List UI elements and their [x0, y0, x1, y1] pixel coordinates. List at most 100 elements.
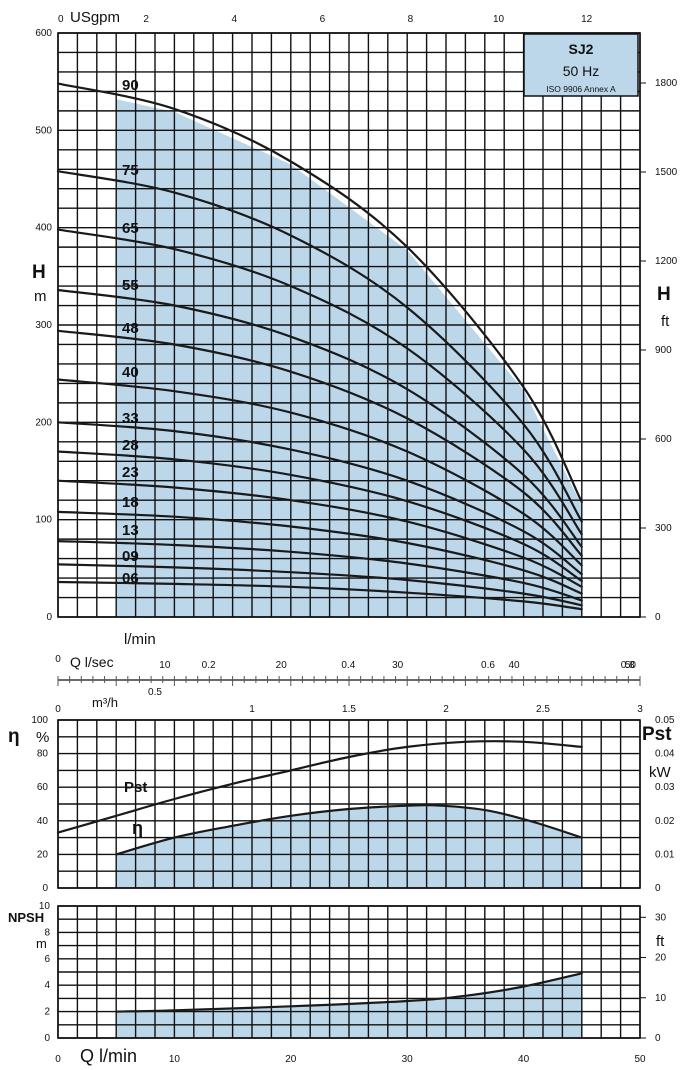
curve-efficiency	[115, 804, 583, 856]
m3h-tick: 0.5	[148, 687, 162, 698]
head-curve-40	[56, 378, 583, 567]
lmin-label: l/min	[124, 631, 156, 648]
npsh-ytick-right: 20	[655, 953, 667, 964]
npsh-ylabel: NPSH	[8, 910, 44, 925]
npsh-ytick-right: 10	[655, 993, 667, 1004]
title-model: SJ2	[569, 41, 594, 57]
efficiency-ytick: 100	[31, 715, 48, 726]
lsec-tick: 0.4	[341, 660, 355, 671]
head-ytick: 300	[35, 320, 52, 331]
npsh-ylabel-right-unit: ft	[656, 933, 665, 950]
efficiency-curve-label: η	[132, 818, 143, 838]
power-ytick: 0.01	[655, 849, 675, 860]
head-curve-90	[56, 82, 583, 504]
head-curve-65	[56, 228, 583, 536]
lsec-label: Q l/sec	[70, 654, 114, 670]
efficiency-ytick: 80	[37, 749, 49, 760]
head-curve-48	[56, 329, 583, 557]
m3h-tick: 1	[249, 704, 255, 715]
npsh-frame	[57, 905, 641, 1039]
head-ytick-right: 1200	[655, 256, 678, 267]
lmin-tick: 50	[625, 660, 637, 671]
npsh-ylabel-unit: m	[36, 936, 47, 951]
title-box: SJ2 50 Hz ISO 9906 Annex A	[523, 33, 639, 97]
efficiency-panel	[57, 719, 641, 889]
npsh-ytick: 10	[39, 901, 51, 912]
npsh-ytick: 6	[44, 954, 50, 965]
efficiency-ytick: 60	[37, 782, 49, 793]
title-box-bg	[523, 33, 639, 97]
head-ytick: 600	[35, 28, 52, 39]
bottom-xtick: 50	[634, 1054, 646, 1065]
bottom-xtick: 10	[169, 1054, 181, 1065]
head-ylabel-right-unit: ft	[661, 313, 670, 330]
head-ytick: 400	[35, 223, 52, 234]
lmin-tick: 30	[392, 660, 404, 671]
lmin-tick: 40	[508, 660, 520, 671]
lsec-tick: 0	[55, 654, 61, 665]
m3h-tick: 3	[637, 704, 643, 715]
head-ytick: 100	[35, 515, 52, 526]
head-ytick-right: 1800	[655, 78, 678, 89]
efficiency-ylabel-unit: %	[36, 729, 49, 746]
npsh-ytick: 2	[44, 1007, 50, 1018]
efficiency-ytick: 0	[42, 883, 48, 894]
head-curve-33	[56, 421, 583, 576]
efficiency-ytick: 40	[37, 816, 49, 827]
m3h-tick: 2.5	[536, 704, 550, 715]
head-ytick-right: 0	[655, 612, 661, 623]
npsh-ytick-right: 30	[655, 912, 667, 923]
stage-label-75: 75	[122, 162, 139, 179]
head-ytick-right: 600	[655, 434, 672, 445]
usgpm-tick: 12	[581, 14, 593, 25]
m3h-label: m³/h	[92, 695, 118, 710]
efficiency-ytick: 20	[37, 849, 49, 860]
stage-label-18: 18	[122, 494, 139, 511]
lmin-tick: 10	[159, 660, 171, 671]
lsec-tick: 0.2	[202, 660, 216, 671]
head-panel	[57, 32, 641, 618]
head-ytick: 500	[35, 125, 52, 136]
power-ylabel: Pst	[642, 724, 672, 745]
usgpm-label: USgpm	[70, 9, 120, 26]
lsec-tick: 0.6	[481, 660, 495, 671]
head-curve-55	[56, 288, 583, 548]
head-curve-06	[56, 580, 583, 611]
head-ylabel-left: H	[32, 262, 46, 283]
head-ytick: 200	[35, 417, 52, 428]
usgpm-tick: 2	[143, 14, 149, 25]
stage-label-23: 23	[122, 464, 139, 481]
m3h-tick: 1.5	[342, 704, 356, 715]
npsh-ytick: 0	[44, 1033, 50, 1044]
head-ytick-right: 300	[655, 523, 672, 534]
usgpm-tick: 4	[231, 14, 237, 25]
bottom-xtick: 40	[518, 1054, 530, 1065]
npsh-ytick-right: 0	[655, 1033, 661, 1044]
head-curve-75	[56, 170, 583, 523]
head-ytick-right: 1500	[655, 167, 678, 178]
curve-power	[56, 740, 583, 834]
lsec-tick: 0.8	[621, 660, 635, 671]
npsh-panel	[57, 905, 641, 1039]
title-frequency: 50 Hz	[563, 63, 600, 79]
power-ylabel-unit: kW	[649, 764, 672, 781]
stage-label-09: 09	[122, 548, 139, 565]
stage-label-55: 55	[122, 277, 139, 294]
power-curve-label: Pst	[124, 779, 147, 796]
bottom-xtick: 20	[285, 1054, 297, 1065]
head-curve-13	[56, 540, 583, 602]
head-curve-23	[56, 479, 583, 588]
bottom-xtick: 0	[55, 1054, 61, 1065]
m3h-tick: 0	[55, 704, 61, 715]
usgpm-tick: 0	[58, 14, 64, 25]
npsh-ytick: 8	[44, 927, 50, 938]
lmin-tick: 20	[276, 660, 288, 671]
head-ylabel-left-unit: m	[34, 288, 47, 305]
power-ytick: 0.02	[655, 816, 675, 827]
stage-label-33: 33	[122, 410, 139, 427]
head-curve-09	[56, 563, 583, 607]
efficiency-frame	[57, 719, 641, 889]
stage-label-40: 40	[122, 364, 139, 381]
power-ytick: 0.04	[655, 749, 675, 760]
